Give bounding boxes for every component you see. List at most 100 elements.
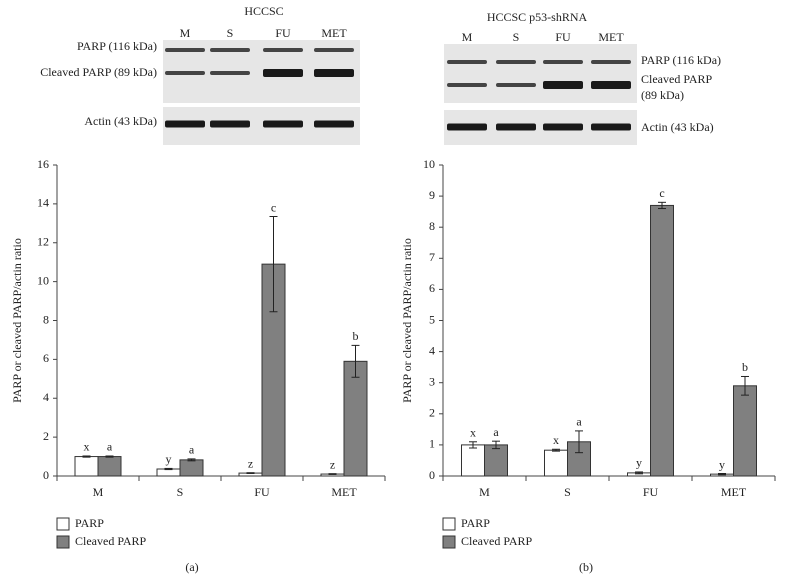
blot-band	[210, 71, 250, 75]
blot-label: PARP (116 kDa)	[641, 53, 721, 67]
blot-label: (89 kDa)	[641, 88, 684, 102]
blot-band	[543, 81, 583, 89]
y-tick-label: 2	[429, 406, 435, 420]
error-bar	[575, 430, 583, 454]
error-bar	[351, 344, 360, 378]
legend-label: PARP	[75, 516, 104, 530]
blot-label: PARP (116 kDa)	[77, 39, 157, 53]
significance-letter: x	[470, 426, 476, 440]
bar	[733, 385, 757, 477]
y-axis-label: PARP or cleaved PARP/actin ratio	[10, 238, 24, 403]
x-tick-label: FU	[254, 485, 270, 499]
x-tick-label: M	[479, 485, 490, 499]
x-tick-label: MET	[331, 485, 357, 499]
y-tick-label: 7	[429, 250, 435, 264]
y-tick-label: 0	[43, 468, 49, 482]
y-tick-label: 12	[37, 235, 49, 249]
error-bar	[741, 375, 749, 396]
significance-letter: a	[576, 415, 582, 429]
bar	[650, 204, 674, 477]
significance-letter: y	[636, 456, 642, 470]
x-tick-label: M	[93, 485, 104, 499]
lane-label: MET	[321, 26, 347, 40]
blot-label: Cleaved PARP (89 kDa)	[40, 65, 157, 79]
error-bar	[246, 472, 255, 474]
significance-letter: c	[271, 200, 276, 214]
significance-letter: a	[493, 425, 499, 439]
blot-band	[263, 69, 303, 77]
lane-label: FU	[275, 26, 291, 40]
lane-label: M	[462, 30, 473, 44]
y-tick-label: 6	[43, 351, 49, 365]
blot-band	[165, 48, 205, 52]
bar	[97, 456, 122, 477]
legend-swatch	[442, 535, 456, 549]
y-tick-label: 4	[43, 390, 49, 404]
x-tick-label: MET	[721, 485, 747, 499]
blot-band	[447, 60, 487, 64]
legend-swatch	[442, 517, 456, 531]
panel-label: (b)	[579, 560, 593, 574]
significance-letter: a	[189, 443, 195, 457]
error-bar	[658, 201, 666, 210]
y-tick-label: 14	[37, 196, 49, 210]
error-bar	[469, 441, 477, 449]
lane-label: M	[180, 26, 191, 40]
blot-band	[543, 123, 583, 131]
legend-label: Cleaved PARP	[461, 534, 533, 548]
panel-label: (a)	[185, 560, 198, 574]
y-tick-label: 2	[43, 429, 49, 443]
y-tick-label: 8	[43, 312, 49, 326]
significance-letter: z	[248, 456, 253, 470]
blot-band	[314, 48, 354, 52]
x-tick-label: S	[564, 485, 571, 499]
blot-band	[591, 81, 631, 89]
blot-band	[210, 48, 250, 52]
blot-band	[543, 60, 583, 64]
error-bar	[269, 216, 278, 313]
bar	[179, 459, 204, 477]
error-bar	[105, 455, 114, 458]
significance-letter: x	[84, 440, 90, 454]
x-tick-label: S	[177, 485, 184, 499]
y-tick-label: 8	[429, 219, 435, 233]
y-tick-label: 6	[429, 281, 435, 295]
y-tick-label: 4	[429, 343, 435, 357]
significance-letter: y	[166, 452, 172, 466]
blot-band	[263, 120, 303, 128]
blot-band	[591, 123, 631, 131]
blot-band	[314, 69, 354, 77]
y-tick-label: 0	[429, 468, 435, 482]
error-bar	[164, 467, 173, 471]
y-axis-label: PARP or cleaved PARP/actin ratio	[400, 238, 414, 403]
error-bar	[718, 473, 726, 476]
significance-letter: c	[659, 186, 664, 200]
blot-band	[165, 120, 205, 128]
y-tick-label: 3	[429, 374, 435, 388]
significance-letter: b	[353, 329, 359, 343]
blot-band	[165, 71, 205, 75]
blot-label: Cleaved PARP	[641, 72, 713, 86]
blot-band	[496, 123, 536, 131]
blot-band	[496, 83, 536, 87]
blot-label: Actin (43 kDa)	[84, 114, 157, 128]
y-tick-label: 1	[429, 437, 435, 451]
bar	[484, 444, 508, 477]
bar	[74, 456, 99, 477]
blot-band	[210, 120, 250, 128]
error-bar	[82, 455, 91, 458]
error-bar	[635, 471, 643, 475]
significance-letter: z	[330, 457, 335, 471]
blot-band	[263, 48, 303, 52]
y-tick-label: 9	[429, 188, 435, 202]
legend-label: Cleaved PARP	[75, 534, 147, 548]
blot-band	[496, 60, 536, 64]
y-tick-label: 16	[37, 157, 49, 171]
bar	[544, 449, 568, 477]
legend-swatch	[56, 535, 70, 549]
significance-letter: a	[107, 440, 113, 454]
y-tick-label: 10	[423, 157, 435, 171]
significance-letter: y	[719, 457, 725, 471]
blot-band	[314, 120, 354, 128]
